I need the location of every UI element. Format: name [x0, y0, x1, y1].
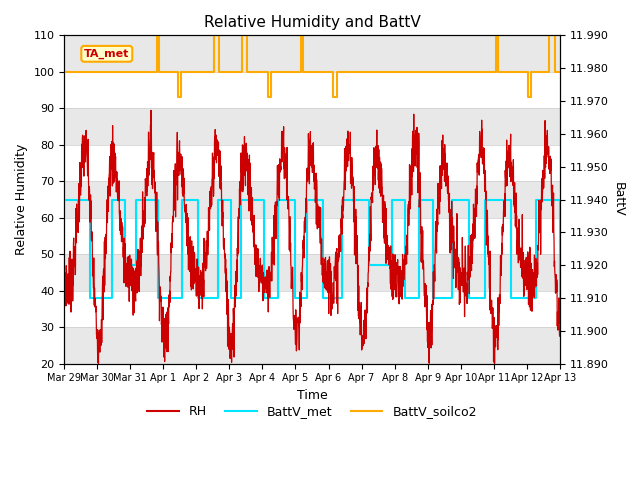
Bar	[64, 181, 560, 218]
Bar	[64, 254, 560, 291]
Bar	[64, 108, 560, 145]
Text: TA_met: TA_met	[84, 48, 129, 59]
X-axis label: Time: Time	[296, 389, 328, 402]
Legend: RH, BattV_met, BattV_soilco2: RH, BattV_met, BattV_soilco2	[142, 400, 482, 423]
Y-axis label: BattV: BattV	[612, 182, 625, 217]
Title: Relative Humidity and BattV: Relative Humidity and BattV	[204, 15, 420, 30]
Bar	[64, 36, 560, 72]
Y-axis label: Relative Humidity: Relative Humidity	[15, 144, 28, 255]
Bar	[64, 327, 560, 364]
